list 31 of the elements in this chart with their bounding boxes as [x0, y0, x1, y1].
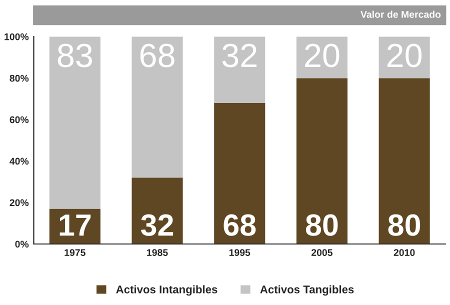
data-label: 80 [388, 214, 420, 236]
bar [296, 78, 348, 244]
data-label: 32 [140, 214, 174, 236]
x-tick-label: 2010 [394, 249, 415, 256]
y-tick-label: 0% [15, 240, 29, 248]
bar [214, 102, 266, 244]
data-label: 80 [306, 214, 338, 236]
data-label: 17 [60, 214, 91, 236]
x-tick-label: 1985 [147, 249, 168, 256]
y-tick-label: 100% [4, 33, 29, 40]
y-tick-label: 20% [10, 199, 29, 206]
data-label: 32 [222, 44, 256, 68]
y-tick-label: 40% [10, 158, 29, 165]
data-label: 68 [140, 44, 174, 68]
legend-label: Activos Tangibles [260, 285, 354, 296]
data-label: 68 [224, 214, 256, 236]
y-tick-label: 60% [10, 116, 29, 124]
bar [132, 178, 183, 244]
bar [378, 78, 430, 244]
bar [132, 36, 183, 178]
x-tick-label: 2005 [312, 249, 333, 256]
x-tick-label: 1995 [229, 249, 250, 256]
legend-label: Activos Intangibles [116, 285, 218, 296]
bar [214, 36, 266, 103]
chart-title: Valor de Mercado [360, 10, 441, 18]
y-tick-label: 80% [10, 74, 29, 82]
x-tick-label: 1975 [64, 249, 86, 256]
data-label: 83 [58, 44, 92, 68]
bar [49, 36, 100, 209]
data-label: 20 [387, 44, 422, 68]
data-label: 20 [305, 44, 340, 68]
